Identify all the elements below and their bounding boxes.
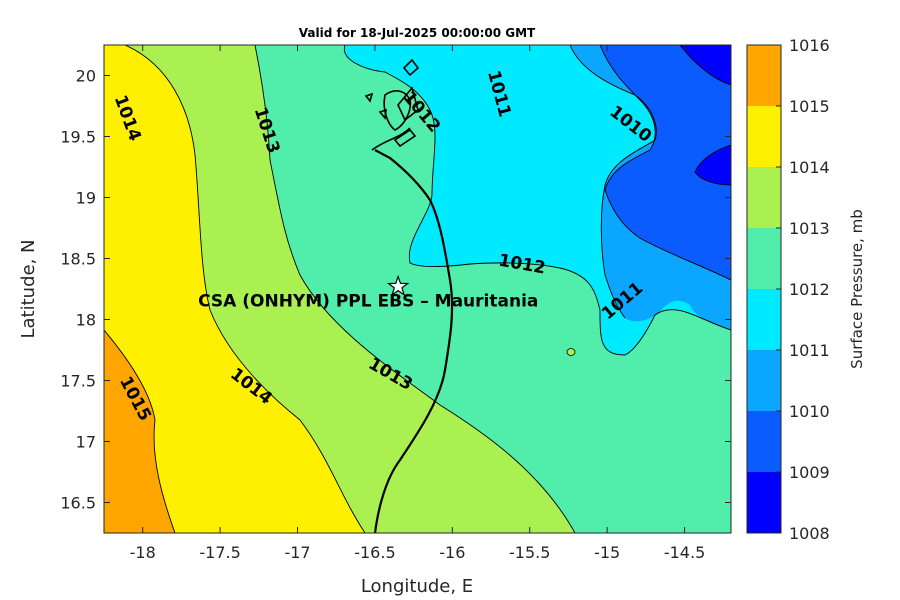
x-tick-label: -17 <box>284 543 310 562</box>
y-axis-label: Latitude, N <box>18 240 39 339</box>
x-tick-label: -15 <box>594 543 620 562</box>
colorbar-tick-label: 1008 <box>789 524 830 543</box>
colorbar-segment <box>747 350 781 411</box>
colorbar-tick-label: 1011 <box>789 341 830 360</box>
x-tick-label: -18 <box>130 543 156 562</box>
station-star-icon <box>386 274 410 297</box>
island-fragment <box>383 90 412 131</box>
x-axis-label: Longitude, E <box>361 576 473 597</box>
colorbar-segment <box>747 45 781 106</box>
coastal-islands <box>364 58 420 151</box>
contour-line-1009-right <box>694 144 731 186</box>
y-tick-label: 16.5 <box>60 494 96 513</box>
x-tick-label: -15.5 <box>509 543 550 562</box>
colorbar-segment <box>747 228 781 289</box>
fill-1015-1016 <box>104 330 175 533</box>
y-axis-ticks: 16.5 17 17.5 18 18.5 19 19.5 20 <box>60 67 731 513</box>
y-tick-label: 20 <box>76 67 96 86</box>
x-axis-ticks: -18 -17.5 -17 -16.5 -16 -15.5 -15 -14.5 <box>130 45 705 562</box>
contour-line-1010 <box>599 45 731 281</box>
contour-lines <box>104 45 731 533</box>
colorbar-tick-label: 1013 <box>789 219 830 238</box>
contour-line-1014 <box>124 45 366 533</box>
fill-1008-1009-top <box>680 45 731 85</box>
contour-line-1013 <box>254 45 576 533</box>
x-tick-label: -16 <box>439 543 465 562</box>
colorbar-tick-label: 1009 <box>789 463 830 482</box>
fill-1009-1010 <box>600 45 731 280</box>
colorbar-segment <box>747 411 781 472</box>
y-tick-label: 18.5 <box>60 250 96 269</box>
colorbar-segment <box>747 106 781 167</box>
border-line <box>373 149 454 533</box>
island-fragment <box>397 86 419 122</box>
colorbar-tick-label: 1015 <box>789 97 830 116</box>
station-label: CSA (ONHYM) PPL EBS – Mauritania <box>198 292 538 312</box>
colorbar-tick-label: 1012 <box>789 280 830 299</box>
station-layer: CSA (ONHYM) PPL EBS – Mauritania <box>198 274 538 312</box>
contour-line-1015 <box>104 329 176 533</box>
x-tick-label: -14.5 <box>664 543 705 562</box>
colorbar-segment <box>747 472 781 533</box>
colorbar-segment <box>747 167 781 228</box>
island-fragment <box>378 108 387 120</box>
y-tick-label: 18 <box>76 311 96 330</box>
map-title: Valid for 18-Jul-2025 00:00:00 GMT <box>299 26 536 40</box>
y-tick-label: 19 <box>76 189 96 208</box>
colorbar-tick-label: 1016 <box>789 36 830 55</box>
fill-1008-1009-right <box>695 145 731 185</box>
map-plot-area <box>104 45 731 533</box>
island-fragment <box>393 128 417 148</box>
fill-1014-1015 <box>104 45 365 533</box>
island-fragment <box>371 127 411 151</box>
island-fragment <box>402 58 420 77</box>
plot-frame <box>103 44 732 534</box>
small-pressure-cell <box>566 348 576 356</box>
x-tick-label: -16.5 <box>354 543 395 562</box>
contour-line-1012 <box>344 45 731 356</box>
colorbar-label: Surface Pressure, mb <box>848 209 866 369</box>
y-tick-label: 19.5 <box>60 128 96 147</box>
x-tick-label: -17.5 <box>199 543 240 562</box>
colorbar-tick-label: 1010 <box>789 402 830 421</box>
colorbar-segment <box>747 289 781 350</box>
island-fragment <box>364 92 374 103</box>
y-tick-label: 17.5 <box>60 372 96 391</box>
y-tick-label: 17 <box>76 433 96 452</box>
contour-line-1011 <box>569 45 657 319</box>
colorbar: 1008 1009 1010 1011 1012 1013 1014 1015 1016 <box>746 36 830 543</box>
colorbar-tick-label: 1014 <box>789 158 830 177</box>
